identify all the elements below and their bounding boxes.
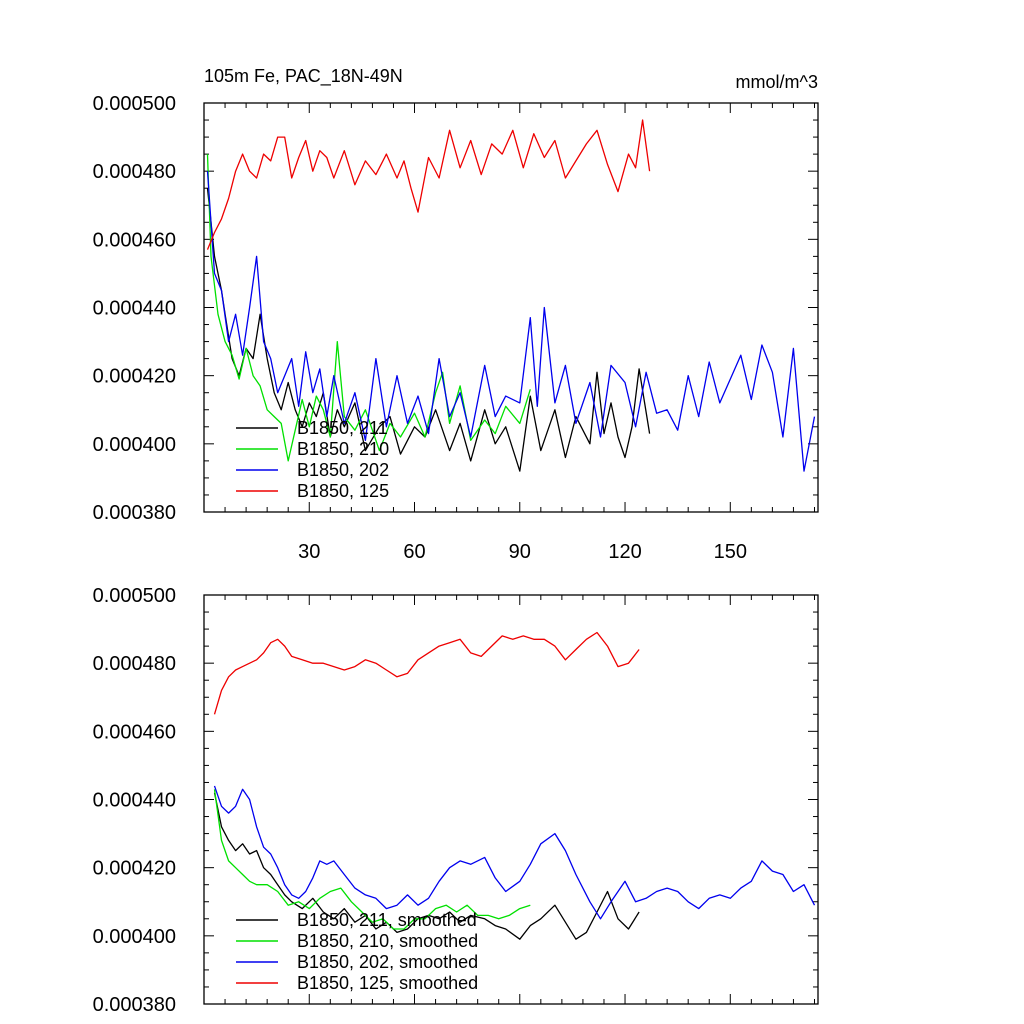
series-line	[206, 188, 651, 472]
y-tick-label: 0.000420	[93, 366, 176, 388]
y-tick-label: 0.000380	[93, 994, 176, 1016]
legend-label: B1850, 125, smoothed	[297, 973, 478, 993]
series-line	[213, 789, 531, 930]
y-tick-label: 0.000400	[93, 434, 176, 456]
bottom-axes: 0.000380 0.000400 0.000420 0.000440 0.000460…	[93, 585, 818, 1016]
legend-label: B1850, 210	[297, 439, 389, 459]
bottom-panel: 0.000380 0.000400 0.000420 0.000440 0.000460…	[93, 585, 819, 1016]
chart-title: 105m Fe, PAC_18N-49N	[204, 66, 403, 87]
top-panel: 105m Fe, PAC_18N-49N mmol/m^3 0.0003800.…	[93, 66, 819, 563]
series-line	[206, 171, 816, 472]
series-line	[213, 785, 816, 920]
y-tick-label: 0.000460	[93, 721, 176, 743]
x-tick-label: 150	[714, 541, 747, 563]
series-line	[213, 631, 640, 715]
y-tick-label: 0.000380	[93, 502, 176, 524]
y-tick-label: 0.000440	[93, 790, 176, 812]
legend-label: B1850, 210, smoothed	[297, 931, 478, 951]
series-line	[206, 154, 531, 462]
top-plot-frame	[203, 102, 819, 513]
legend-label: B1850, 211, smoothed	[297, 910, 477, 930]
legend-label: B1850, 125	[297, 481, 389, 501]
y-tick-label: 0.000460	[93, 229, 176, 251]
y-tick-label: 0.000480	[93, 161, 176, 183]
y-tick-label: 0.000400	[93, 926, 176, 948]
y-tick-label: 0.000480	[93, 653, 176, 675]
x-tick-label: 90	[509, 541, 531, 563]
series-line	[213, 792, 640, 940]
x-tick-label: 30	[298, 541, 320, 563]
top-series-lines	[206, 119, 816, 472]
legend-label: B1850, 202	[297, 460, 389, 480]
legend-label: B1850, 211	[297, 418, 388, 438]
y-tick-label: 0.000500	[93, 93, 176, 115]
bottom-series-lines	[213, 631, 816, 940]
x-tick-label: 60	[403, 541, 425, 563]
series-line	[206, 119, 651, 250]
y-tick-label: 0.000420	[93, 858, 176, 880]
top-axes: 0.000380 0.000400 0.000420 0.000440 0.000460…	[93, 93, 818, 563]
y-tick-label: 0.000440	[93, 298, 176, 320]
x-tick-label: 120	[608, 541, 641, 563]
units-label: mmol/m^3	[736, 72, 818, 92]
legend-label: B1850, 202, smoothed	[297, 952, 478, 972]
y-tick-label: 0.000500	[93, 585, 176, 607]
bottom-plot-frame	[203, 594, 819, 1005]
